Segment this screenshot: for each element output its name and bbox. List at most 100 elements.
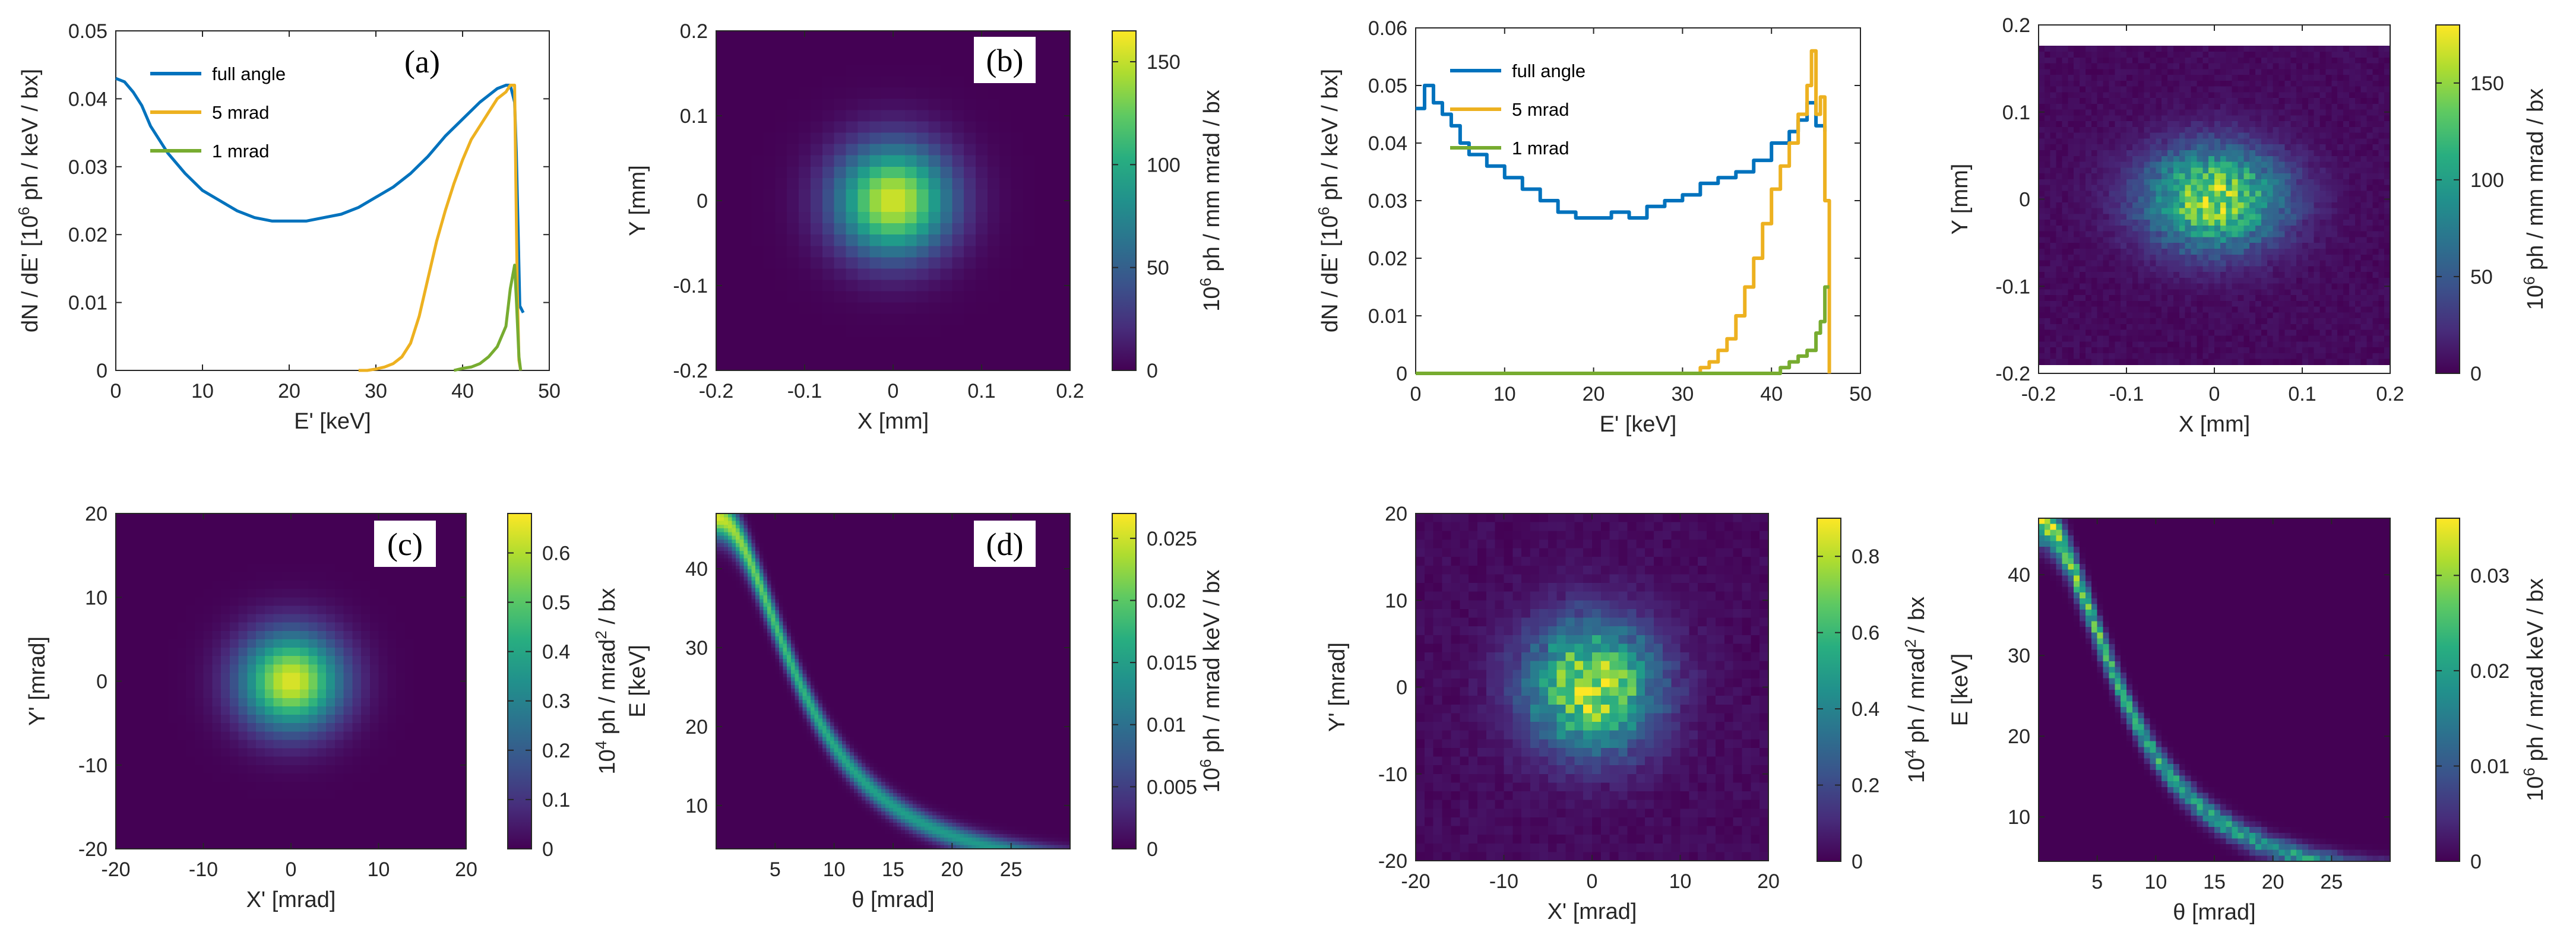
heatmap-cell xyxy=(727,581,733,585)
heatmap-cell xyxy=(317,832,327,841)
heatmap-cell xyxy=(897,591,901,596)
heatmap-cell xyxy=(869,336,882,348)
heatmap-cell xyxy=(317,740,327,749)
heatmap-cell xyxy=(448,664,458,673)
heatmap-cell xyxy=(952,581,957,585)
heatmap-cell xyxy=(841,547,847,551)
heatmap-cell xyxy=(810,280,823,292)
heatmap-cell xyxy=(334,664,344,673)
heatmap-cell xyxy=(457,555,467,565)
heatmap-cell xyxy=(116,538,125,548)
heatmap-cell xyxy=(1018,606,1024,611)
heatmap-cell xyxy=(955,576,961,581)
colorbar-tick-label: 0.5 xyxy=(542,592,570,614)
heatmap-cell xyxy=(920,573,925,578)
colorbar-label: 106 ph / mm mrad / bx xyxy=(1197,90,1224,312)
heatmap-cell xyxy=(846,547,850,551)
heatmap-cell xyxy=(904,539,910,544)
heatmap-cell xyxy=(877,581,882,585)
heatmap-cell xyxy=(133,731,143,740)
heatmap-cell xyxy=(857,347,870,360)
heatmap-cell xyxy=(720,513,724,518)
heatmap-cell xyxy=(799,144,811,156)
heatmap-cell xyxy=(857,76,870,88)
heatmap-cell xyxy=(124,798,134,807)
heatmap-cell xyxy=(151,664,160,673)
heatmap-cell xyxy=(1003,599,1008,604)
heatmap-cell xyxy=(212,589,221,598)
heatmap-cell xyxy=(822,53,835,65)
heatmap-cell xyxy=(952,257,964,269)
heatmap-cell xyxy=(885,562,890,566)
heatmap-cell xyxy=(850,569,855,574)
heatmap-cell xyxy=(736,562,740,566)
heatmap-cell xyxy=(751,121,764,134)
heatmap-cell xyxy=(247,790,257,799)
heatmap-cell xyxy=(885,550,890,555)
heatmap-cell xyxy=(814,588,819,592)
heatmap-cell xyxy=(724,513,729,518)
heatmap-cell xyxy=(352,807,362,816)
heatmap-cell xyxy=(952,558,957,563)
heatmap-cell xyxy=(1011,599,1015,604)
heatmap-cell xyxy=(763,550,768,555)
heatmap-cell xyxy=(862,603,866,607)
heatmap-cell xyxy=(763,110,776,122)
heatmap-cell xyxy=(1007,581,1012,585)
heatmap-cell xyxy=(361,538,371,548)
heatmap-cell xyxy=(795,606,799,611)
heatmap-cell xyxy=(238,589,248,598)
heatmap-cell xyxy=(369,605,379,615)
heatmap-cell xyxy=(1058,31,1071,43)
heatmap-cell xyxy=(846,246,858,258)
heatmap-cell xyxy=(822,532,827,537)
heatmap-cell xyxy=(238,782,248,791)
heatmap-cell xyxy=(838,547,843,551)
heatmap-cell xyxy=(889,588,894,592)
heatmap-cell xyxy=(396,715,406,724)
heatmap-cell xyxy=(775,325,787,337)
heatmap-cell xyxy=(964,550,969,555)
heatmap-cell xyxy=(369,689,379,699)
heatmap-cell xyxy=(727,513,733,518)
heatmap-cell xyxy=(865,573,870,578)
heatmap-cell xyxy=(955,521,961,525)
heatmap-cell xyxy=(404,664,414,673)
heatmap-cell xyxy=(1003,591,1008,596)
heatmap-cell xyxy=(273,555,283,565)
heatmap-cell xyxy=(194,522,204,531)
heatmap-cell xyxy=(799,576,803,581)
heatmap-cell xyxy=(168,697,178,707)
heatmap-cell xyxy=(739,325,752,337)
heatmap-cell xyxy=(369,723,379,732)
heatmap-cell xyxy=(853,599,858,604)
heatmap-cell xyxy=(955,599,961,604)
heatmap-cell xyxy=(877,547,882,551)
heatmap-cell xyxy=(810,539,815,544)
heatmap-cell xyxy=(1034,547,1039,551)
heatmap-cell xyxy=(1018,603,1024,607)
heatmap-cell xyxy=(273,630,283,640)
heatmap-cell xyxy=(404,823,414,833)
heatmap-cell xyxy=(439,832,450,841)
heatmap-cell xyxy=(720,603,724,607)
heatmap-cell xyxy=(983,599,988,604)
heatmap-cell xyxy=(133,807,143,816)
heatmap-cell xyxy=(904,257,917,269)
heatmap-cell xyxy=(822,177,835,190)
heatmap-cell xyxy=(964,554,969,559)
heatmap-cell xyxy=(834,595,838,600)
heatmap-cell xyxy=(256,790,265,799)
heatmap-cell xyxy=(924,524,929,529)
heatmap-cell xyxy=(924,565,929,570)
heatmap-cell xyxy=(326,513,336,522)
heatmap-cell xyxy=(964,110,976,122)
heatmap-cell xyxy=(983,517,988,522)
heatmap-cell xyxy=(826,591,831,596)
heatmap-cell xyxy=(857,539,862,544)
heatmap-cell xyxy=(928,110,941,122)
heatmap-cell xyxy=(256,832,265,841)
heatmap-cell xyxy=(229,622,239,632)
heatmap-cell xyxy=(897,581,901,585)
heatmap-cell xyxy=(806,524,811,529)
